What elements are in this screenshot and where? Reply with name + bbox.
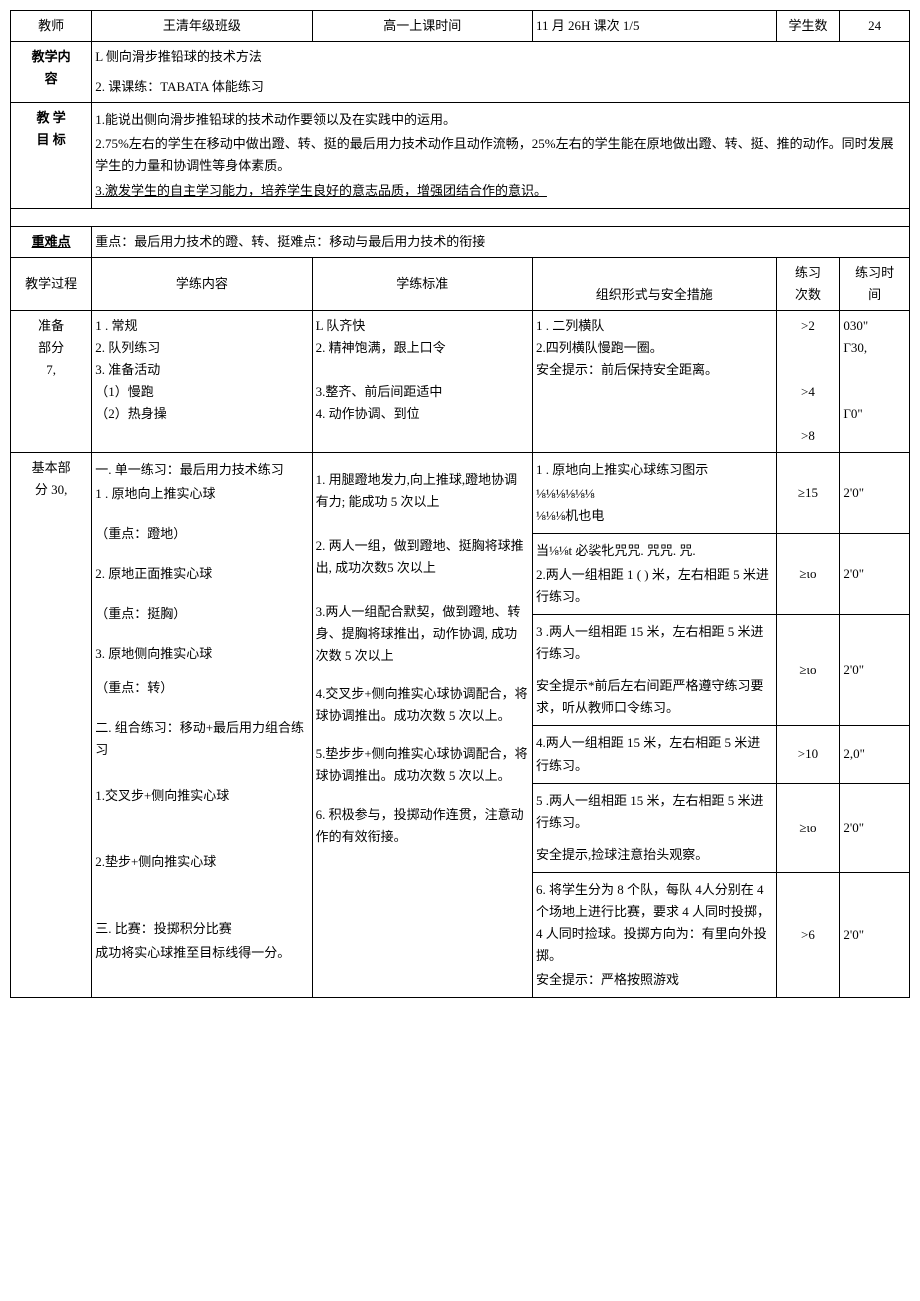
content-label: 教学内 容 xyxy=(11,42,92,103)
main-reps-6: >6 xyxy=(776,872,840,997)
class-label: 高一上课时间 xyxy=(312,11,532,42)
prep-standard: L 队齐快 2. 精神饱满，跟上口令 3.整齐、前后间距适中 4. 动作协调、到… xyxy=(312,310,532,452)
prep-reps: >2 >4 >8 xyxy=(776,310,840,452)
prep-content: 1 . 常规 2. 队列练习 3. 准备活动 （1）慢跑 （2）热身操 xyxy=(92,310,312,452)
content-line1: L 侧向滑步推铅球的技术方法 xyxy=(92,42,910,73)
main-org-3: 3 .两人一组相距 15 米，左右相距 5 米进行练习。 安全提示*前后左右间距… xyxy=(532,615,776,726)
content-line2: 2. 课课练：TABATA 体能练习 xyxy=(92,72,910,103)
main-org-6: 6. 将学生分为 8 个队，每队 4人分别在 4 个场地上进行比赛，要求 4 人… xyxy=(532,872,776,997)
teacher-value: 王清年级班级 xyxy=(92,11,312,42)
hdr-reps: 练习 次数 xyxy=(776,257,840,310)
main-time-1: 2'0" xyxy=(840,452,910,533)
keypoints-label: 重难点 xyxy=(11,226,92,257)
hdr-content: 学练内容 xyxy=(92,257,312,310)
main-time-3: 2'0" xyxy=(840,615,910,726)
main-org-2: 当⅛⅛t 必裟牝咒咒. 咒咒. 咒. 2.两人一组相距 1 ( ) 米，左右相距… xyxy=(532,533,776,614)
main-reps-2: ≥ιο xyxy=(776,533,840,614)
main-time-4: 2,0" xyxy=(840,726,910,783)
goals-label: 教 学 目 标 xyxy=(11,103,92,208)
main-org-1: 1 . 原地向上推实心球练习图示 ⅛⅛⅛⅛⅛⅛ ⅛⅛⅛机也电 xyxy=(532,452,776,533)
teacher-label: 教师 xyxy=(11,11,92,42)
main-org-5: 5 .两人一组相距 15 米，左右相距 5 米进行练习。 安全提示,捡球注意抬头… xyxy=(532,783,776,872)
prep-time: 030" Γ30, Γ0" xyxy=(840,310,910,452)
hdr-standard: 学练标准 xyxy=(312,257,532,310)
hdr-process: 教学过程 xyxy=(11,257,92,310)
prep-label: 准备 部分 7, xyxy=(11,310,92,452)
goals-body: 1.能说出侧向滑步推铅球的技术动作要领以及在实践中的运用。 2.75%左右的学生… xyxy=(92,103,910,208)
main-standard: 1. 用腿蹬地发力,向上推球,蹬地协调有力; 能成功 5 次以上 2. 两人一组… xyxy=(312,452,532,998)
students-value: 24 xyxy=(840,11,910,42)
main-label: 基本部 分 30, xyxy=(11,452,92,998)
main-reps-1: ≥15 xyxy=(776,452,840,533)
students-label: 学生数 xyxy=(776,11,840,42)
hdr-time: 练习时 间 xyxy=(840,257,910,310)
hdr-org: 组织形式与安全措施 xyxy=(532,257,776,310)
prep-org: 1 . 二列横队 2.四列横队慢跑一圈。 安全提示：前后保持安全距离。 xyxy=(532,310,776,452)
main-time-5: 2'0" xyxy=(840,783,910,872)
main-reps-3: ≥ιο xyxy=(776,615,840,726)
main-content: 一. 单一练习：最后用力技术练习 1 . 原地向上推实心球 （重点：蹬地） 2.… xyxy=(92,452,312,998)
main-org-4: 4.两人一组相距 15 米，左右相距 5 米进行练习。 xyxy=(532,726,776,783)
lesson-plan-table: 教师 王清年级班级 高一上课时间 11 月 26H 课次 1/5 学生数 24 … xyxy=(10,10,910,998)
main-reps-5: ≥ιο xyxy=(776,783,840,872)
keypoints-text: 重点：最后用力技术的蹬、转、挺难点：移动与最后用力技术的衔接 xyxy=(92,226,910,257)
main-reps-4: >10 xyxy=(776,726,840,783)
time-value: 11 月 26H 课次 1/5 xyxy=(532,11,776,42)
main-time-2: 2'0" xyxy=(840,533,910,614)
main-time-6: 2'0" xyxy=(840,872,910,997)
